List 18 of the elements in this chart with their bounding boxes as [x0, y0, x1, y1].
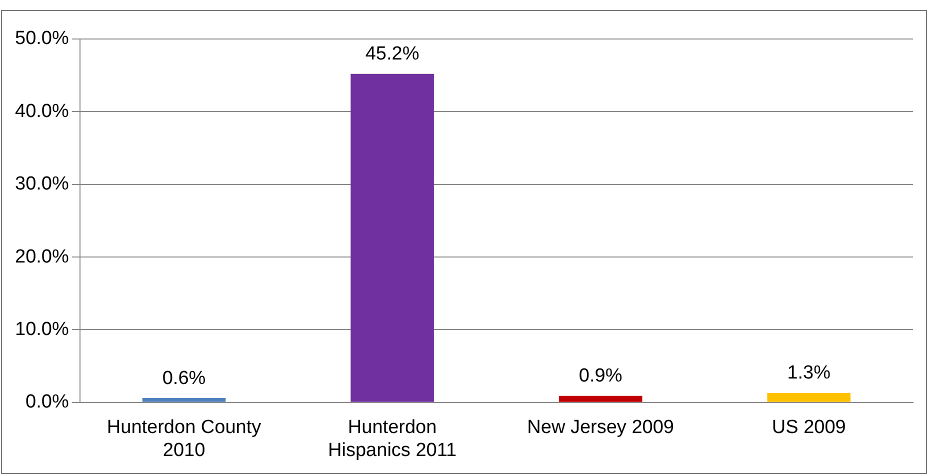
x-tick-label: New Jersey 2009	[527, 417, 674, 438]
y-tick-label: 40.0%	[15, 100, 69, 122]
bar	[142, 398, 226, 402]
y-tick-label: 0.0%	[26, 392, 69, 413]
bar	[767, 392, 851, 402]
y-tick-label: 10.0%	[15, 318, 69, 340]
data-label: 0.6%	[162, 368, 206, 389]
x-tick-label: Hunterdon Hispanics 2011	[328, 417, 457, 461]
data-label: 45.2%	[365, 44, 420, 65]
y-tick-label: 20.0%	[15, 246, 69, 268]
y-tick-label: 50.0%	[15, 28, 69, 50]
data-label: 0.9%	[578, 366, 622, 387]
data-label: 1.3%	[787, 362, 831, 384]
x-tick-label: Hunterdon County 2010	[106, 417, 262, 461]
x-tick-label: US 2009	[772, 417, 846, 438]
y-tick-label: 30.0%	[15, 174, 69, 195]
bar	[350, 74, 434, 402]
bar	[558, 396, 642, 402]
